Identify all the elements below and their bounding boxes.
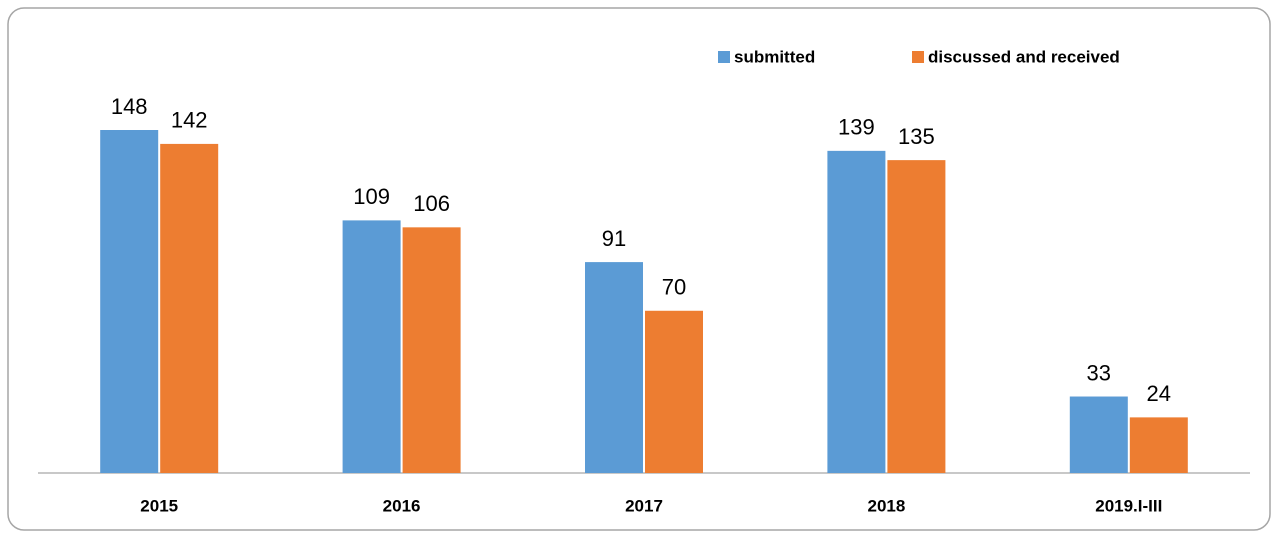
bar xyxy=(402,227,461,473)
bar xyxy=(1069,396,1128,473)
value-label: 139 xyxy=(838,115,875,140)
value-label: 109 xyxy=(353,184,390,209)
bar xyxy=(342,220,401,473)
value-label: 142 xyxy=(171,108,208,133)
bar xyxy=(887,160,946,474)
bar xyxy=(100,130,159,473)
x-tick-label: 2015 xyxy=(140,496,178,515)
legend-swatch xyxy=(912,51,924,63)
value-label: 33 xyxy=(1087,360,1111,385)
x-tick-label: 2019.I-III xyxy=(1095,496,1162,515)
value-label: 135 xyxy=(898,124,935,149)
bar xyxy=(160,143,219,474)
bar xyxy=(1129,417,1188,473)
bar xyxy=(827,150,886,474)
x-tick-label: 2018 xyxy=(867,496,905,515)
value-label: 106 xyxy=(413,191,450,216)
value-label: 91 xyxy=(602,226,626,251)
bar xyxy=(585,262,643,473)
bar xyxy=(645,310,703,473)
value-label: 148 xyxy=(111,94,148,119)
value-label: 24 xyxy=(1147,381,1171,406)
legend-label: submitted xyxy=(734,47,815,66)
legend-label: discussed and received xyxy=(928,47,1120,66)
x-tick-label: 2017 xyxy=(625,496,663,515)
x-tick-label: 2016 xyxy=(383,496,421,515)
value-label: 70 xyxy=(662,275,686,300)
legend-swatch xyxy=(718,51,730,63)
